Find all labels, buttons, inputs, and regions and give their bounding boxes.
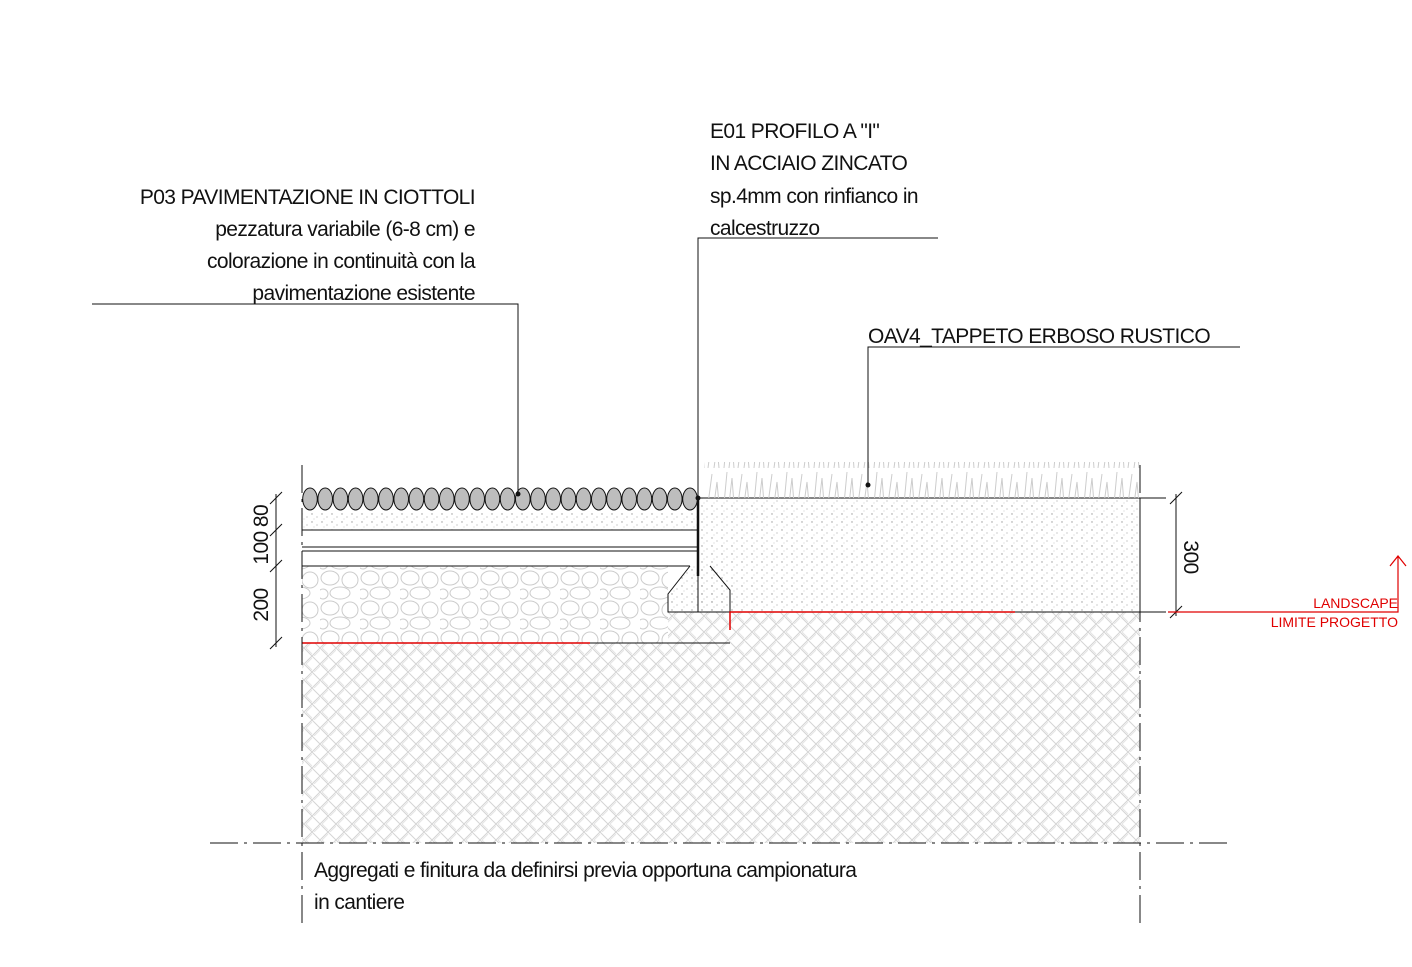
- dimension-label: 80: [250, 505, 273, 527]
- leader: [92, 303, 519, 494]
- cobble: [484, 487, 501, 511]
- e01-label: E01 PROFILO A "I" IN ACCIAIO ZINCATO sp.…: [710, 120, 919, 240]
- cobble: [378, 487, 394, 511]
- dimension-label: 300: [1179, 540, 1202, 573]
- label-line: P03 PAVIMENTAZIONE IN CIOTTOLI: [140, 186, 475, 209]
- limit-label: LANDSCAPE: [1313, 595, 1398, 611]
- cobble: [363, 487, 379, 511]
- cobble: [454, 487, 470, 511]
- dimension-line: [1140, 491, 1183, 619]
- cobble: [332, 487, 349, 511]
- leader-dot: [515, 491, 521, 497]
- label-line: E01 PROFILO A "I": [710, 120, 879, 143]
- p03-label: P03 PAVIMENTAZIONE IN CIOTTOLI pezzatura…: [140, 186, 477, 305]
- cobble: [408, 487, 425, 511]
- dimension-line: [269, 491, 283, 650]
- cobble: [530, 487, 546, 511]
- oav4-label: OAV4_TAPPETO ERBOSO RUSTICO: [868, 325, 1210, 348]
- cobble: [651, 487, 668, 511]
- cobble: [667, 487, 683, 511]
- bedding-layer: [302, 512, 698, 530]
- cobble: [347, 487, 364, 511]
- cobble: [621, 487, 638, 511]
- cobble: [317, 487, 334, 511]
- cobble: [682, 487, 698, 511]
- note-line: Aggregati e finitura da definirsi previa…: [314, 859, 857, 882]
- cobble: [302, 487, 318, 511]
- cobble: [439, 487, 455, 511]
- cobbles: [302, 487, 698, 511]
- gravel-layer: [302, 566, 668, 643]
- cobble: [393, 487, 410, 511]
- cobble: [636, 487, 653, 511]
- cobble: [575, 487, 592, 511]
- label-line: calcestruzzo: [710, 217, 820, 240]
- cobble: [591, 487, 607, 511]
- leader: [697, 237, 938, 498]
- label-line: sp.4mm con rinfianco in: [710, 185, 918, 208]
- dimension-label: 100: [250, 531, 273, 564]
- cobble: [469, 487, 486, 511]
- limit-marker: [1168, 555, 1407, 613]
- concrete-haunch: [667, 565, 731, 613]
- note-line: in cantiere: [314, 891, 404, 914]
- leader: [867, 346, 1240, 485]
- topsoil: [697, 497, 1141, 613]
- cobble: [423, 487, 440, 511]
- dimension-label: 200: [250, 588, 273, 621]
- cobble: [606, 487, 622, 511]
- ground-hatch: [302, 612, 1140, 843]
- cobble: [560, 487, 577, 511]
- leader-dot: [695, 495, 701, 501]
- label-line: IN ACCIAIO ZINCATO: [710, 152, 908, 175]
- cobble: [499, 487, 516, 511]
- label-line: colorazione in continuità con la: [207, 250, 476, 273]
- leader-dot: [865, 482, 871, 488]
- grass: [704, 462, 1140, 498]
- label-line: pezzatura variabile (6-8 cm) e: [215, 218, 475, 241]
- limit-label: LIMITE PROGETTO: [1271, 614, 1398, 630]
- label-line: pavimentazione esistente: [252, 282, 475, 305]
- limit-line: [729, 611, 1015, 630]
- cobble: [545, 487, 562, 511]
